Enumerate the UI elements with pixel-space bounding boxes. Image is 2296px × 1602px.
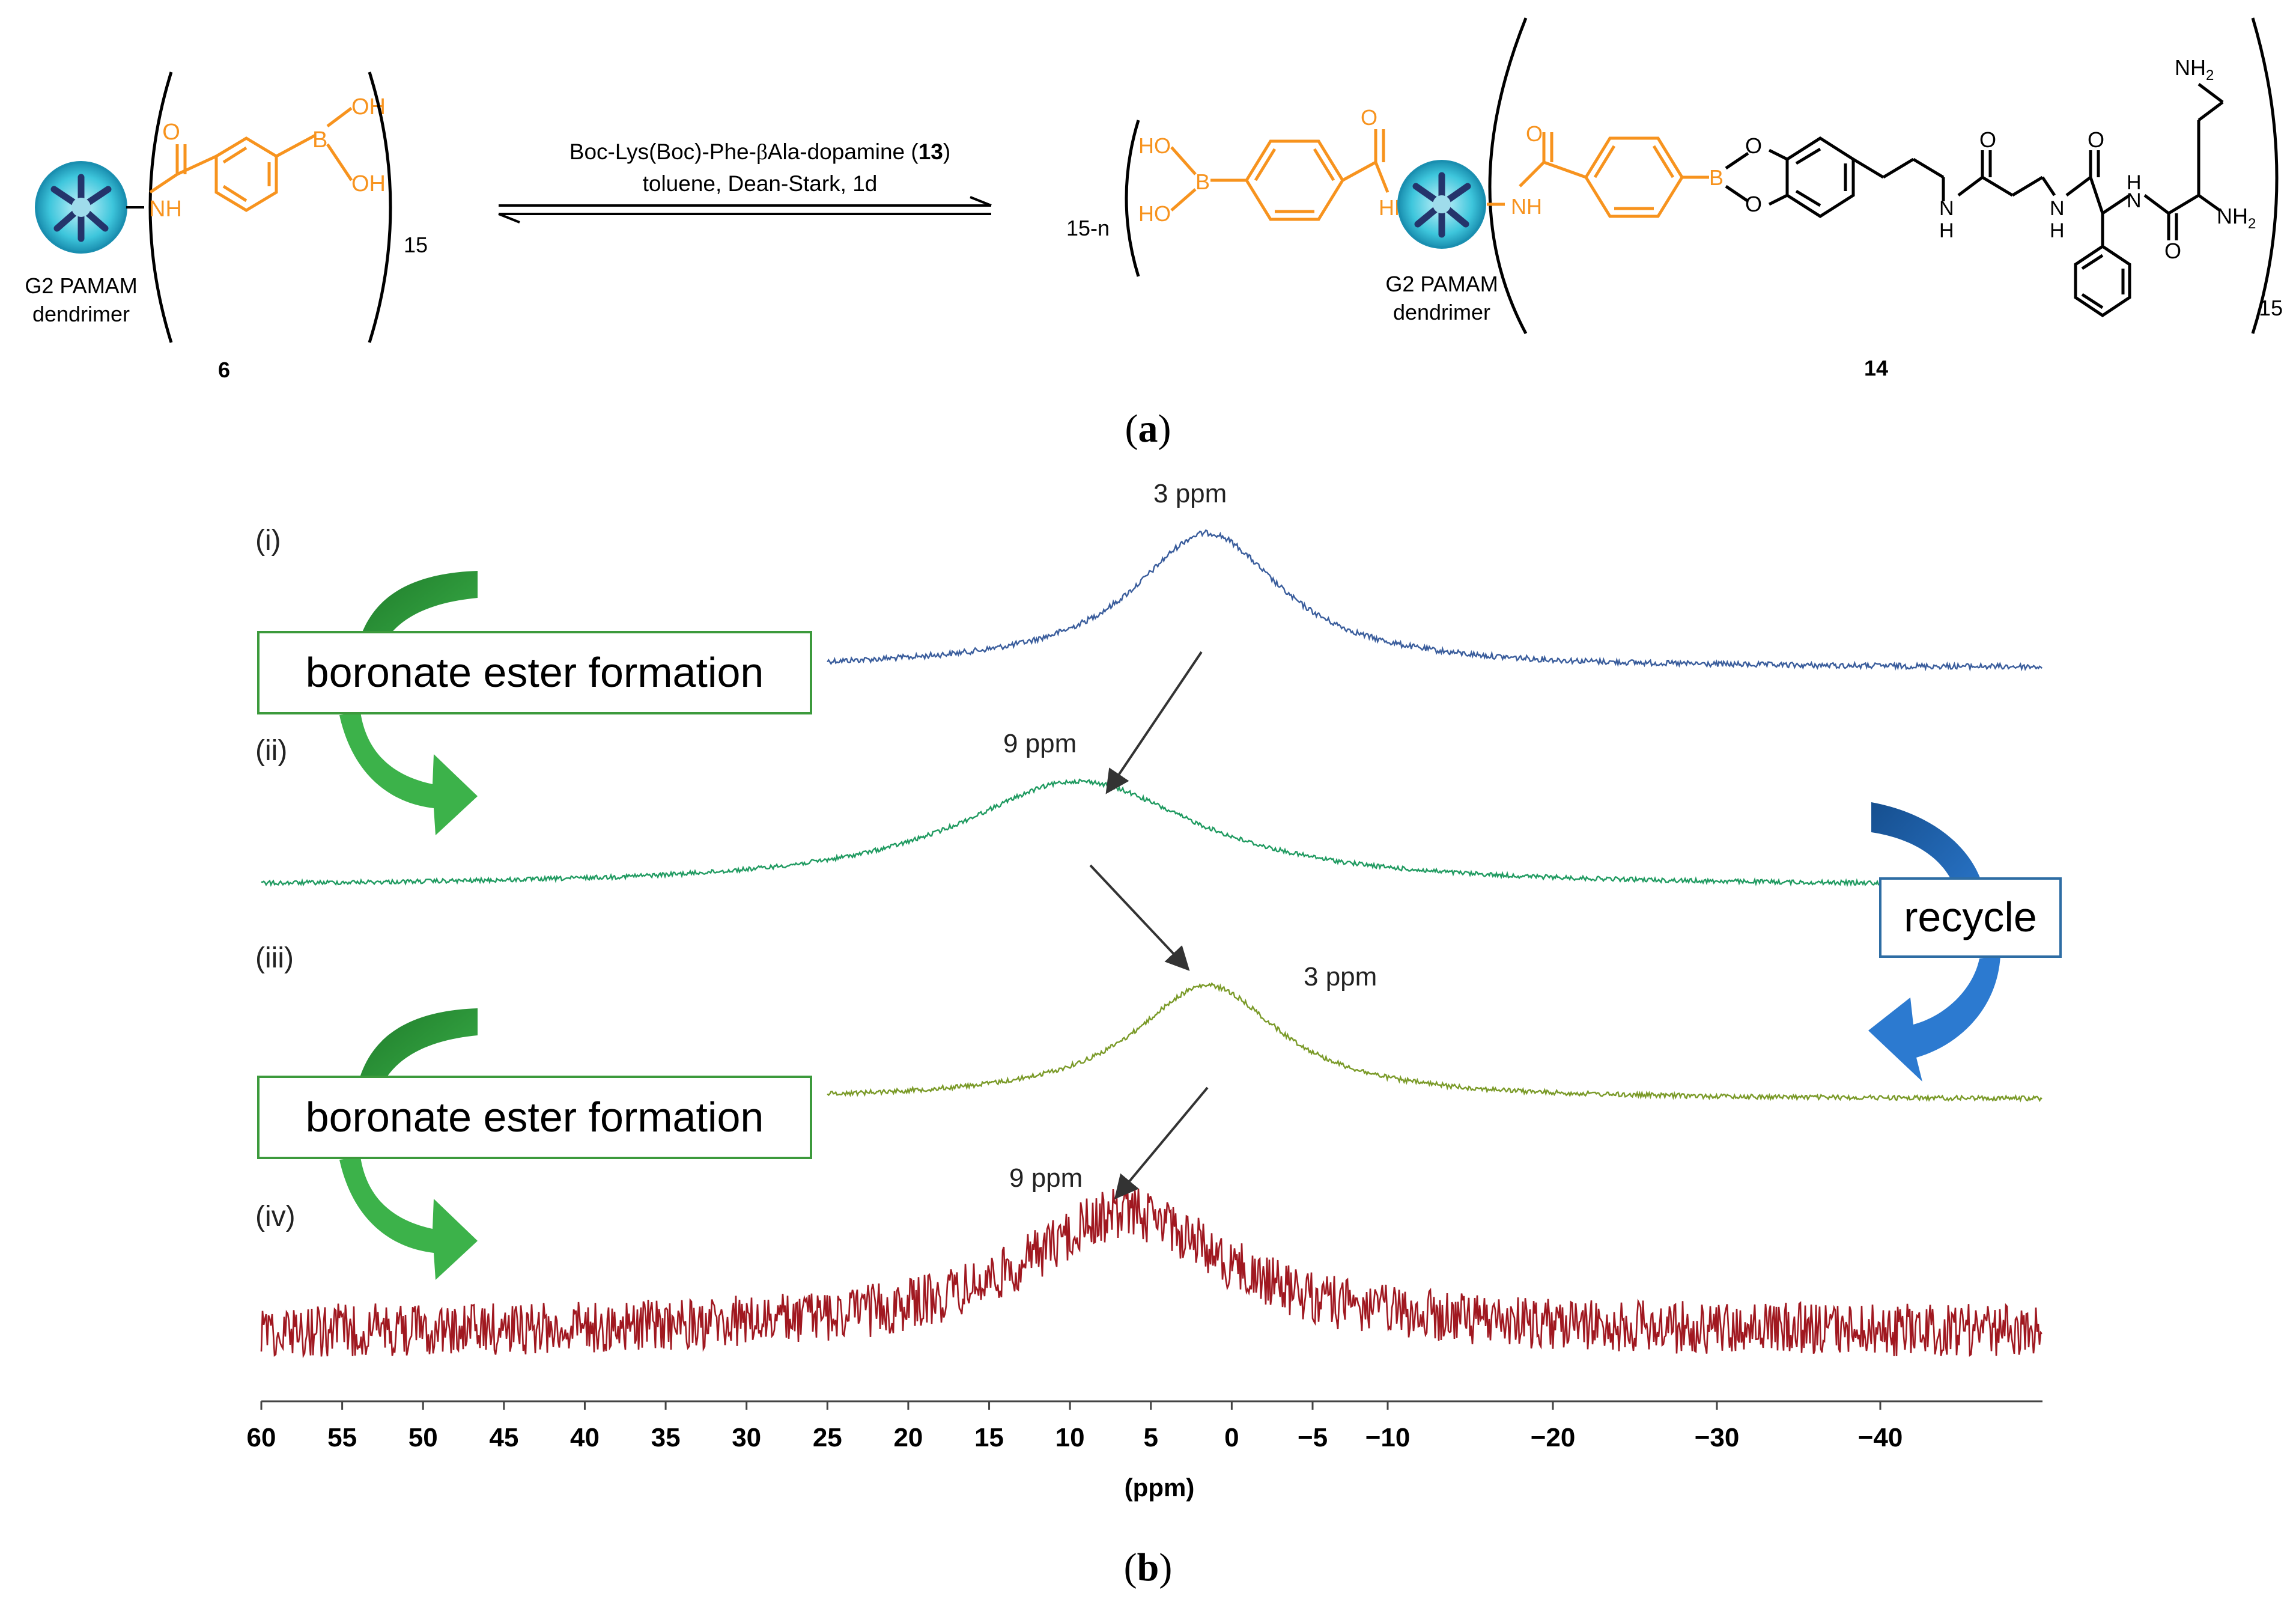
x-axis: 60 55 50 45 40 35 30 25 20 15 10 5 0 −5 −10 −20 −30 −40 xyxy=(247,1400,2042,1452)
x-tick-label: 60 xyxy=(247,1423,276,1452)
dendrimer-icon xyxy=(1397,160,1486,249)
dendrimer-icon xyxy=(35,161,127,254)
spectrum-line xyxy=(827,982,2042,1103)
peak-label: 9 ppm xyxy=(1003,729,1077,758)
series-label: (iii) xyxy=(255,942,294,974)
product-boron-left: B xyxy=(1195,169,1210,194)
reagent-label: Boc-Lys(Boc)-Phe-βAla-dopamine (13) xyxy=(569,139,950,165)
product-compound-number: 14 xyxy=(1864,356,1888,380)
panel-a-label: (a) xyxy=(1125,407,1171,451)
svg-text:O: O xyxy=(2164,239,2181,263)
peak-label: 3 ppm xyxy=(1304,962,1377,991)
x-tick-label: 45 xyxy=(489,1423,518,1452)
svg-text:O: O xyxy=(2088,127,2104,152)
reactant-dendrimer-label-1: G2 PAMAM xyxy=(25,273,137,298)
product-nh-amide: NH xyxy=(1511,194,1542,219)
reactant-6: O NH B OH OH 15 G2 PAMAM dendrimer 6 xyxy=(25,72,428,382)
series-label: (ii) xyxy=(255,735,287,767)
product-ho-bottom: HO xyxy=(1138,201,1171,226)
x-tick-label: 10 xyxy=(1055,1423,1085,1452)
x-tick-label: 30 xyxy=(732,1423,761,1452)
product-amide-h1: H xyxy=(1939,219,1954,242)
series-label: (iv) xyxy=(255,1201,296,1232)
svg-text:O: O xyxy=(162,120,180,145)
nmr-chart: (i) (ii) (iii) (iv) 3 ppm 9 ppm 3 ppm 9 ppm bo… xyxy=(247,479,2062,1589)
reactant-boron: B xyxy=(312,127,327,153)
reactant-nh: NH xyxy=(149,196,182,222)
left-bracket xyxy=(148,72,173,343)
svg-text:O: O xyxy=(1979,127,1996,152)
svg-text:O: O xyxy=(1361,105,1377,130)
shift-arrow-2 xyxy=(1089,864,1190,971)
series-label: (i) xyxy=(255,525,281,556)
svg-text:O: O xyxy=(1526,121,1543,146)
spectrum-line xyxy=(261,778,1880,888)
product-prefix: 15-n xyxy=(1066,216,1110,240)
x-tick-label: 55 xyxy=(327,1423,357,1452)
x-tick-label: −40 xyxy=(1858,1423,1903,1452)
spectrum-line xyxy=(827,529,2043,672)
shift-arrows xyxy=(1089,651,1209,1200)
product-ho-top: HO xyxy=(1138,133,1171,158)
recycle-label: recycle xyxy=(1904,894,2037,940)
product-ester-o-bottom: O xyxy=(1745,192,1762,216)
x-tick-label: 50 xyxy=(408,1423,438,1452)
x-tick-label: 5 xyxy=(1144,1423,1158,1452)
boronate-ester-box-top: boronate ester formation xyxy=(257,631,812,714)
boronate-ester-box-bottom: boronate ester formation xyxy=(257,1076,812,1159)
series-labels: (i) (ii) (iii) (iv) xyxy=(255,525,296,1232)
product-amide-h3: H xyxy=(2127,171,2142,194)
product-boron-ester: B xyxy=(1709,165,1724,190)
product-subscript: 15 xyxy=(2259,296,2283,320)
reactant-subscript: 15 xyxy=(404,233,428,257)
product-nh2-top: NH2 xyxy=(2175,55,2214,84)
product-amide-n2: N xyxy=(2050,197,2065,220)
x-tick-label: 25 xyxy=(813,1423,842,1452)
product-dendrimer-label-2: dendrimer xyxy=(1393,300,1490,324)
spectrum-line xyxy=(260,1187,2042,1359)
boronate-ester-label-bottom: boronate ester formation xyxy=(306,1094,764,1141)
product-amide-h2: H xyxy=(2050,219,2065,242)
boronate-ester-label-top: boronate ester formation xyxy=(306,649,764,696)
panel-b-label: (b) xyxy=(1124,1546,1173,1589)
reaction-conditions: toluene, Dean-Stark, 1d xyxy=(643,171,878,196)
x-tick-label: −10 xyxy=(1365,1423,1411,1452)
x-tick-label: 35 xyxy=(651,1423,681,1452)
shift-arrow-1 xyxy=(1105,651,1203,794)
right-bracket xyxy=(368,72,392,343)
peak-label: 9 ppm xyxy=(1009,1163,1083,1193)
product-nh2-right: NH2 xyxy=(2217,204,2256,232)
product-amide-n3: N xyxy=(2127,189,2142,212)
shift-arrow-3 xyxy=(1114,1086,1209,1200)
product-dendrimer-label-1: G2 PAMAM xyxy=(1385,272,1498,296)
product-ester-o-top: O xyxy=(1745,133,1762,158)
x-tick-label: −5 xyxy=(1298,1423,1328,1452)
spectra-group xyxy=(260,529,2043,1359)
x-tick-label: −30 xyxy=(1695,1423,1740,1452)
x-tick-label: 15 xyxy=(974,1423,1004,1452)
x-tick-label: 40 xyxy=(570,1423,600,1452)
reactant-oh-bottom: OH xyxy=(351,171,386,196)
peak-label: 3 ppm xyxy=(1153,479,1227,508)
product-14: 15-n HO HO B O HN xyxy=(1066,17,2283,380)
reaction-arrows: Boc-Lys(Boc)-Phe-βAla-dopamine (13) tolu… xyxy=(498,139,992,224)
x-tick-label: 0 xyxy=(1224,1423,1239,1452)
reactant-compound-number: 6 xyxy=(218,358,230,382)
peak-labels: 3 ppm 9 ppm 3 ppm 9 ppm xyxy=(1003,479,1377,1193)
product-amide-n1: N xyxy=(1939,197,1954,220)
recycle-box: recycle xyxy=(1879,877,2062,958)
x-tick-label: −20 xyxy=(1531,1423,1576,1452)
reaction-scheme: O NH B OH OH 15 G2 PAMAM dendrimer 6 Boc… xyxy=(25,17,2283,451)
x-tick-label: 20 xyxy=(893,1423,923,1452)
reactant-dendrimer-label-2: dendrimer xyxy=(32,302,130,326)
x-axis-label: (ppm) xyxy=(1125,1473,1195,1502)
